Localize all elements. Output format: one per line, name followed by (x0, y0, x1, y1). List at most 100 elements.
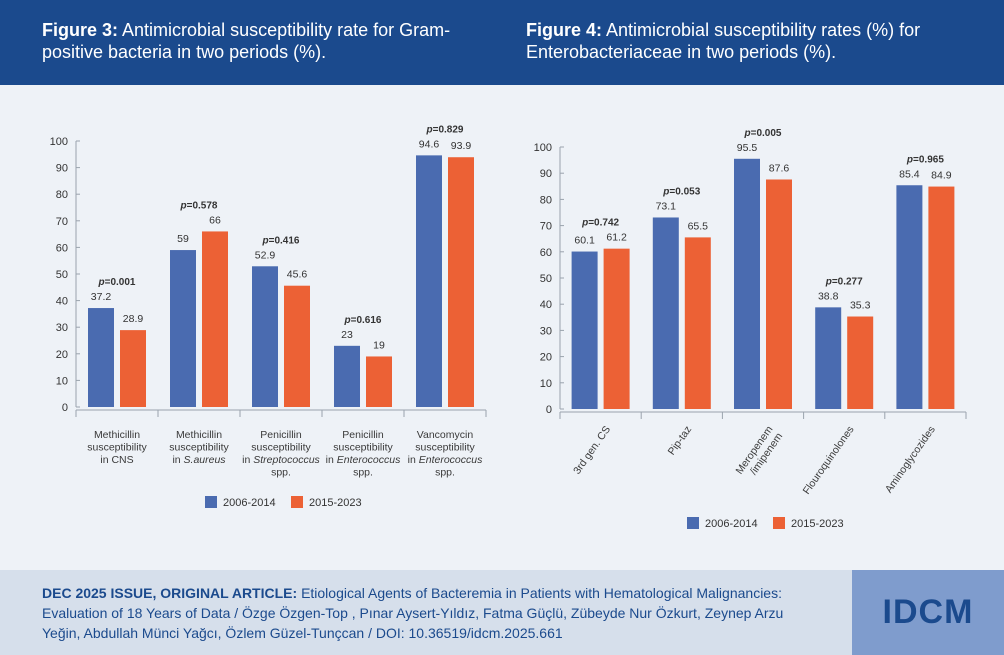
y-tick-label: 80 (56, 189, 68, 201)
x-category-label: Methicillin (94, 429, 140, 441)
legend-label: 2015-2023 (791, 518, 844, 530)
y-tick-label: 50 (540, 273, 552, 285)
x-category-label: Penicillin (342, 429, 384, 441)
figure4-chart: 0 10 20 30 40 50 60 70 80 90 100 60.1 61.2 p=0.742 3rd… (534, 128, 967, 530)
figure4-heading: Figure 4: Antimicrobial susceptibility r… (526, 19, 946, 63)
bar-2015-2023-1 (202, 231, 228, 407)
p-value-label: p=0.005 (744, 128, 782, 139)
data-label: 60.1 (574, 235, 595, 247)
bar-2015-2023-2 (766, 179, 792, 409)
y-tick-label: 60 (540, 247, 552, 259)
x-category-label: susceptibility (415, 442, 475, 454)
bar-2006-2014-4 (416, 155, 442, 407)
x-category-label: in Streptococcus (242, 454, 320, 466)
x-category-label: Penicillin (260, 429, 302, 441)
p-value-label: p=0.742 (581, 218, 619, 229)
logo-box: IDCM (852, 570, 1004, 655)
x-category-label: Meropenem/imipenem (733, 424, 785, 484)
y-tick-label: 30 (56, 322, 68, 334)
legend-swatch (687, 517, 699, 529)
p-value-label: p=0.277 (825, 276, 863, 287)
y-tick-label: 90 (540, 168, 552, 180)
y-tick-label: 100 (50, 136, 68, 148)
data-label: 95.5 (737, 142, 758, 154)
bar-2006-2014-1 (170, 250, 196, 407)
legend-swatch (291, 496, 303, 508)
figure3-heading: Figure 3: Antimicrobial susceptibility r… (42, 19, 462, 63)
x-category-label: in CNS (100, 454, 133, 466)
data-label: 93.9 (451, 140, 472, 152)
p-value-label: p=0.001 (98, 277, 136, 288)
figure3-title: Antimicrobial susceptibility rate for Gr… (42, 20, 451, 62)
y-tick-label: 70 (56, 216, 68, 228)
legend-swatch (773, 517, 785, 529)
bar-2015-2023-0 (120, 330, 146, 407)
y-tick-label: 10 (540, 378, 552, 390)
bar-2015-2023-4 (448, 157, 474, 407)
data-label: 66 (209, 214, 221, 226)
x-category-label: Vancomycin (417, 429, 474, 441)
figure4-label: Figure 4: (526, 20, 603, 40)
bar-2006-2014-3 (815, 307, 842, 409)
p-value-label: p=0.616 (344, 315, 382, 326)
y-tick-label: 40 (540, 299, 552, 311)
legend-label: 2015-2023 (309, 497, 362, 509)
x-category-label: susceptibility (333, 442, 393, 454)
issue-label: DEC 2025 ISSUE, ORIGINAL ARTICLE: (42, 585, 298, 601)
x-category-label: susceptibility (169, 442, 229, 454)
bar-2006-2014-3 (334, 345, 360, 407)
data-label: 87.6 (769, 162, 790, 174)
y-tick-label: 100 (534, 142, 552, 154)
data-label: 35.3 (850, 300, 871, 312)
x-category-label: in S.aureus (172, 454, 226, 466)
x-category-label: spp. (271, 467, 291, 479)
data-label: 85.4 (899, 168, 920, 180)
bar-2015-2023-4 (928, 186, 955, 409)
figure3-label: Figure 3: (42, 20, 119, 40)
x-category-label: in Enterococcus (408, 454, 483, 466)
p-value-label: p=0.053 (662, 186, 700, 197)
bar-2006-2014-0 (88, 308, 114, 407)
y-tick-label: 90 (56, 163, 68, 175)
data-label: 59 (177, 233, 189, 245)
figure3-chart: 0 10 20 30 40 50 60 70 80 90 100 37.2 28.9 p=0.001 Met… (50, 124, 487, 509)
data-label: 61.2 (606, 232, 627, 244)
x-category-label: Pip-taz (666, 424, 695, 458)
y-tick-label: 70 (540, 221, 552, 233)
figure4-title: Antimicrobial susceptibility rates (%) f… (526, 20, 921, 62)
y-tick-label: 60 (56, 242, 68, 254)
header-banner: Figure 3: Antimicrobial susceptibility r… (0, 0, 1004, 85)
x-category-label: spp. (353, 467, 373, 479)
data-label: 45.6 (287, 269, 308, 281)
bar-2015-2023-3 (847, 316, 874, 409)
legend-swatch (205, 496, 217, 508)
citation-text: Etiological Agents of Bacteremia in Pati… (42, 585, 784, 641)
data-label: 23 (341, 329, 353, 341)
data-label: 19 (373, 339, 385, 351)
y-tick-label: 50 (56, 269, 68, 281)
y-tick-label: 80 (540, 194, 552, 206)
data-label: 94.6 (419, 138, 440, 150)
data-label: 38.8 (818, 290, 839, 302)
y-tick-label: 20 (56, 349, 68, 361)
y-tick-label: 0 (546, 404, 552, 416)
bar-2015-2023-0 (603, 248, 630, 409)
x-category-label: susceptibility (251, 442, 311, 454)
y-tick-label: 0 (62, 402, 68, 414)
p-value-label: p=0.965 (906, 154, 944, 165)
y-tick-label: 20 (540, 352, 552, 364)
data-label: 37.2 (91, 291, 112, 303)
y-tick-label: 30 (540, 325, 552, 337)
p-value-label: p=0.829 (426, 124, 464, 135)
x-category-label: in Enterococcus (326, 454, 401, 466)
data-label: 65.5 (688, 220, 709, 232)
data-label: 52.9 (255, 249, 276, 261)
bar-2006-2014-2 (734, 158, 760, 409)
bar-2006-2014-4 (896, 185, 923, 409)
x-category-label: Flouroquinolones (801, 424, 857, 497)
x-category-label: 3rd gen. CS (571, 424, 613, 477)
article-citation: DEC 2025 ISSUE, ORIGINAL ARTICLE: Etiolo… (42, 583, 812, 643)
y-tick-label: 40 (56, 296, 68, 308)
footer: DEC 2025 ISSUE, ORIGINAL ARTICLE: Etiolo… (0, 570, 1004, 655)
p-value-label: p=0.578 (180, 200, 218, 211)
